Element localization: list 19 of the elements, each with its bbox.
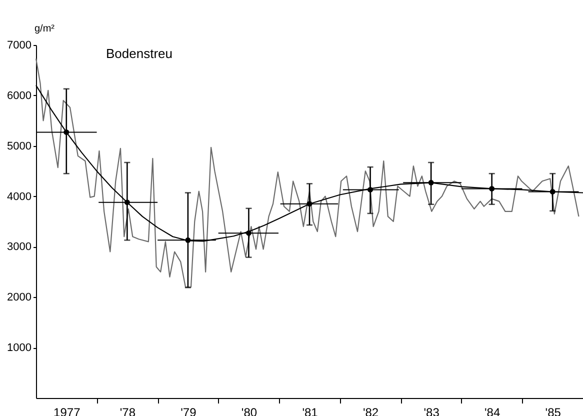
y-axis-title: g/m² [34,24,56,34]
y-tick-label: 5000 [7,140,32,152]
point [306,201,312,207]
y-tick-label: 2000 [7,292,32,304]
chart-title: Bodenstreu [106,46,172,61]
point [64,130,70,135]
y-tick-label: 6000 [7,90,32,102]
y-tick-label: 3000 [7,241,32,254]
point [124,200,130,206]
line-series [35,58,580,288]
point [428,180,434,186]
point [185,237,191,243]
point [489,186,495,192]
point [550,189,556,194]
y-tick-label: 1000 [7,342,32,354]
y-tick-label: 4000 [7,190,32,203]
point [368,186,374,192]
point [246,230,252,236]
y-tick-label: 7000 [7,40,32,52]
